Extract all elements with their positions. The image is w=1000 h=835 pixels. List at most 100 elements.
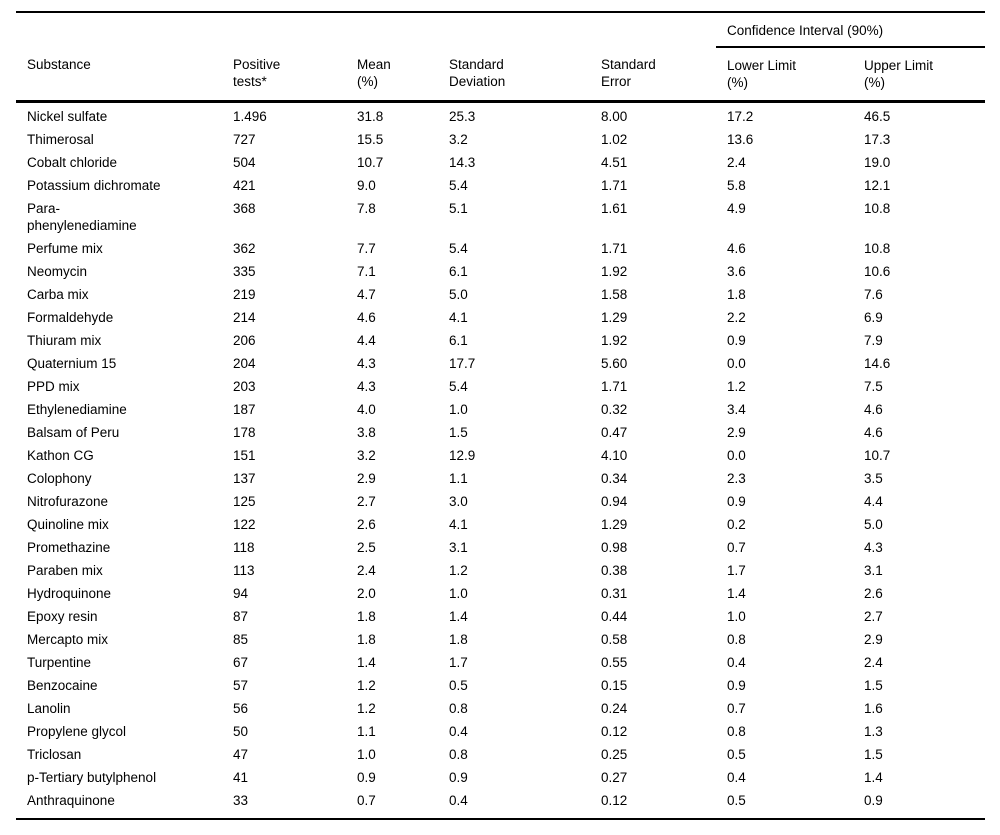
substance-cell: Thimerosal	[27, 132, 94, 147]
table-row: Lanolin 56 1.2 0.8 0.24 0.7 1.6	[16, 697, 985, 720]
mean-cell: 9.0	[357, 178, 376, 193]
positive-tests-cell: 335	[233, 264, 256, 279]
substance-cell: Epoxy resin	[27, 609, 98, 624]
standard-deviation-cell: 3.1	[449, 540, 468, 555]
mean-cell: 4.3	[357, 379, 376, 394]
positive-tests-cell: 504	[233, 155, 256, 170]
positive-tests-cell: 219	[233, 287, 256, 302]
substance-statistics-table: Confidence Interval (90%) Substance Posi…	[16, 11, 985, 820]
table-row: Hydroquinone 94 2.0 1.0 0.31 1.4 2.6	[16, 582, 985, 605]
lower-limit-cell: 1.7	[727, 563, 746, 578]
standard-error-cell: 0.31	[601, 586, 628, 601]
upper-limit-cell: 19.0	[864, 155, 891, 170]
positive-tests-cell: 187	[233, 402, 256, 417]
upper-limit-cell: 10.7	[864, 448, 891, 463]
standard-deviation-cell: 1.0	[449, 586, 468, 601]
standard-deviation-cell: 5.4	[449, 178, 468, 193]
standard-deviation-cell: 3.0	[449, 494, 468, 509]
lower-limit-cell: 3.6	[727, 264, 746, 279]
upper-limit-cell: 7.5	[864, 379, 883, 394]
column-header-positive-tests: Positive tests*	[222, 47, 346, 103]
standard-error-cell: 0.25	[601, 747, 628, 762]
standard-error-cell: 0.15	[601, 678, 628, 693]
table-row: Epoxy resin 87 1.8 1.4 0.44 1.0 2.7	[16, 605, 985, 628]
column-header-substance: Substance	[16, 47, 222, 103]
positive-tests-cell: 41	[233, 770, 249, 785]
mean-cell: 2.6	[357, 517, 376, 532]
table-row: Benzocaine 57 1.2 0.5 0.15 0.9 1.5	[16, 674, 985, 697]
upper-limit-cell: 1.5	[864, 747, 883, 762]
standard-error-cell: 1.71	[601, 241, 628, 256]
lower-limit-cell: 0.0	[727, 448, 746, 463]
substance-cell: Thiuram mix	[27, 333, 102, 348]
upper-limit-cell: 5.0	[864, 517, 883, 532]
upper-limit-cell: 2.6	[864, 586, 883, 601]
standard-error-cell: 1.29	[601, 517, 628, 532]
standard-error-cell: 1.92	[601, 264, 628, 279]
substance-cell: Quaternium 15	[27, 356, 117, 371]
standard-deviation-cell: 5.4	[449, 241, 468, 256]
table-row: Cobalt chloride 504 10.7 14.3 4.51 2.4 19.0	[16, 151, 985, 174]
upper-limit-cell: 10.8	[864, 241, 891, 256]
lower-limit-cell: 2.9	[727, 425, 746, 440]
lower-limit-cell: 1.0	[727, 609, 746, 624]
positive-tests-cell: 33	[233, 793, 249, 808]
substance-cell: Kathon CG	[27, 448, 94, 463]
lower-limit-cell: 0.9	[727, 678, 746, 693]
lower-limit-cell: 17.2	[727, 109, 754, 124]
positive-tests-cell: 85	[233, 632, 249, 647]
header-spacer	[16, 12, 716, 47]
substance-cell: Turpentine	[27, 655, 92, 670]
standard-deviation-cell: 1.5	[449, 425, 468, 440]
positive-tests-cell: 137	[233, 471, 256, 486]
table-row: Mercapto mix 85 1.8 1.8 0.58 0.8 2.9	[16, 628, 985, 651]
upper-limit-cell: 7.6	[864, 287, 883, 302]
mean-cell: 0.9	[357, 770, 376, 785]
standard-deviation-cell: 4.1	[449, 310, 468, 325]
upper-limit-cell: 10.8	[864, 201, 891, 216]
table-row: Thiuram mix 206 4.4 6.1 1.92 0.9 7.9	[16, 329, 985, 352]
positive-tests-cell: 421	[233, 178, 256, 193]
substance-cell: Nitrofurazone	[27, 494, 109, 509]
standard-error-cell: 0.24	[601, 701, 628, 716]
substance-cell: Nickel sulfate	[27, 109, 108, 124]
lower-limit-cell: 1.8	[727, 287, 746, 302]
table-row: Ethylenediamine 187 4.0 1.0 0.32 3.4 4.6	[16, 398, 985, 421]
mean-cell: 7.8	[357, 201, 376, 216]
standard-error-cell: 0.94	[601, 494, 628, 509]
standard-error-cell: 0.47	[601, 425, 628, 440]
lower-limit-cell: 0.8	[727, 724, 746, 739]
standard-deviation-cell: 0.4	[449, 724, 468, 739]
lower-limit-cell: 1.4	[727, 586, 746, 601]
mean-cell: 7.7	[357, 241, 376, 256]
substance-cell: Colophony	[27, 471, 92, 486]
mean-cell: 4.6	[357, 310, 376, 325]
standard-error-cell: 1.58	[601, 287, 628, 302]
mean-cell: 31.8	[357, 109, 384, 124]
table-row: Turpentine 67 1.4 1.7 0.55 0.4 2.4	[16, 651, 985, 674]
standard-error-cell: 4.51	[601, 155, 628, 170]
upper-limit-cell: 17.3	[864, 132, 891, 147]
substance-cell: Formaldehyde	[27, 310, 114, 325]
table-row: Formaldehyde 214 4.6 4.1 1.29 2.2 6.9	[16, 306, 985, 329]
upper-limit-cell: 3.5	[864, 471, 883, 486]
standard-error-cell: 1.61	[601, 201, 628, 216]
positive-tests-cell: 122	[233, 517, 256, 532]
standard-deviation-cell: 3.2	[449, 132, 468, 147]
standard-error-cell: 5.60	[601, 356, 628, 371]
mean-cell: 0.7	[357, 793, 376, 808]
positive-tests-cell: 56	[233, 701, 249, 716]
substance-cell: Propylene glycol	[27, 724, 127, 739]
substance-cell: Para- phenylenediamine	[27, 201, 137, 233]
table-row: Paraben mix 113 2.4 1.2 0.38 1.7 3.1	[16, 559, 985, 582]
standard-deviation-cell: 1.7	[449, 655, 468, 670]
upper-limit-cell: 6.9	[864, 310, 883, 325]
substance-cell: PPD mix	[27, 379, 80, 394]
substance-cell: Ethylenediamine	[27, 402, 127, 417]
lower-limit-cell: 0.7	[727, 540, 746, 555]
substance-cell: Anthraquinone	[27, 793, 115, 808]
column-header-row: Substance Positive tests* Mean (%) Stand…	[16, 47, 985, 103]
mean-cell: 1.2	[357, 678, 376, 693]
positive-tests-cell: 727	[233, 132, 256, 147]
